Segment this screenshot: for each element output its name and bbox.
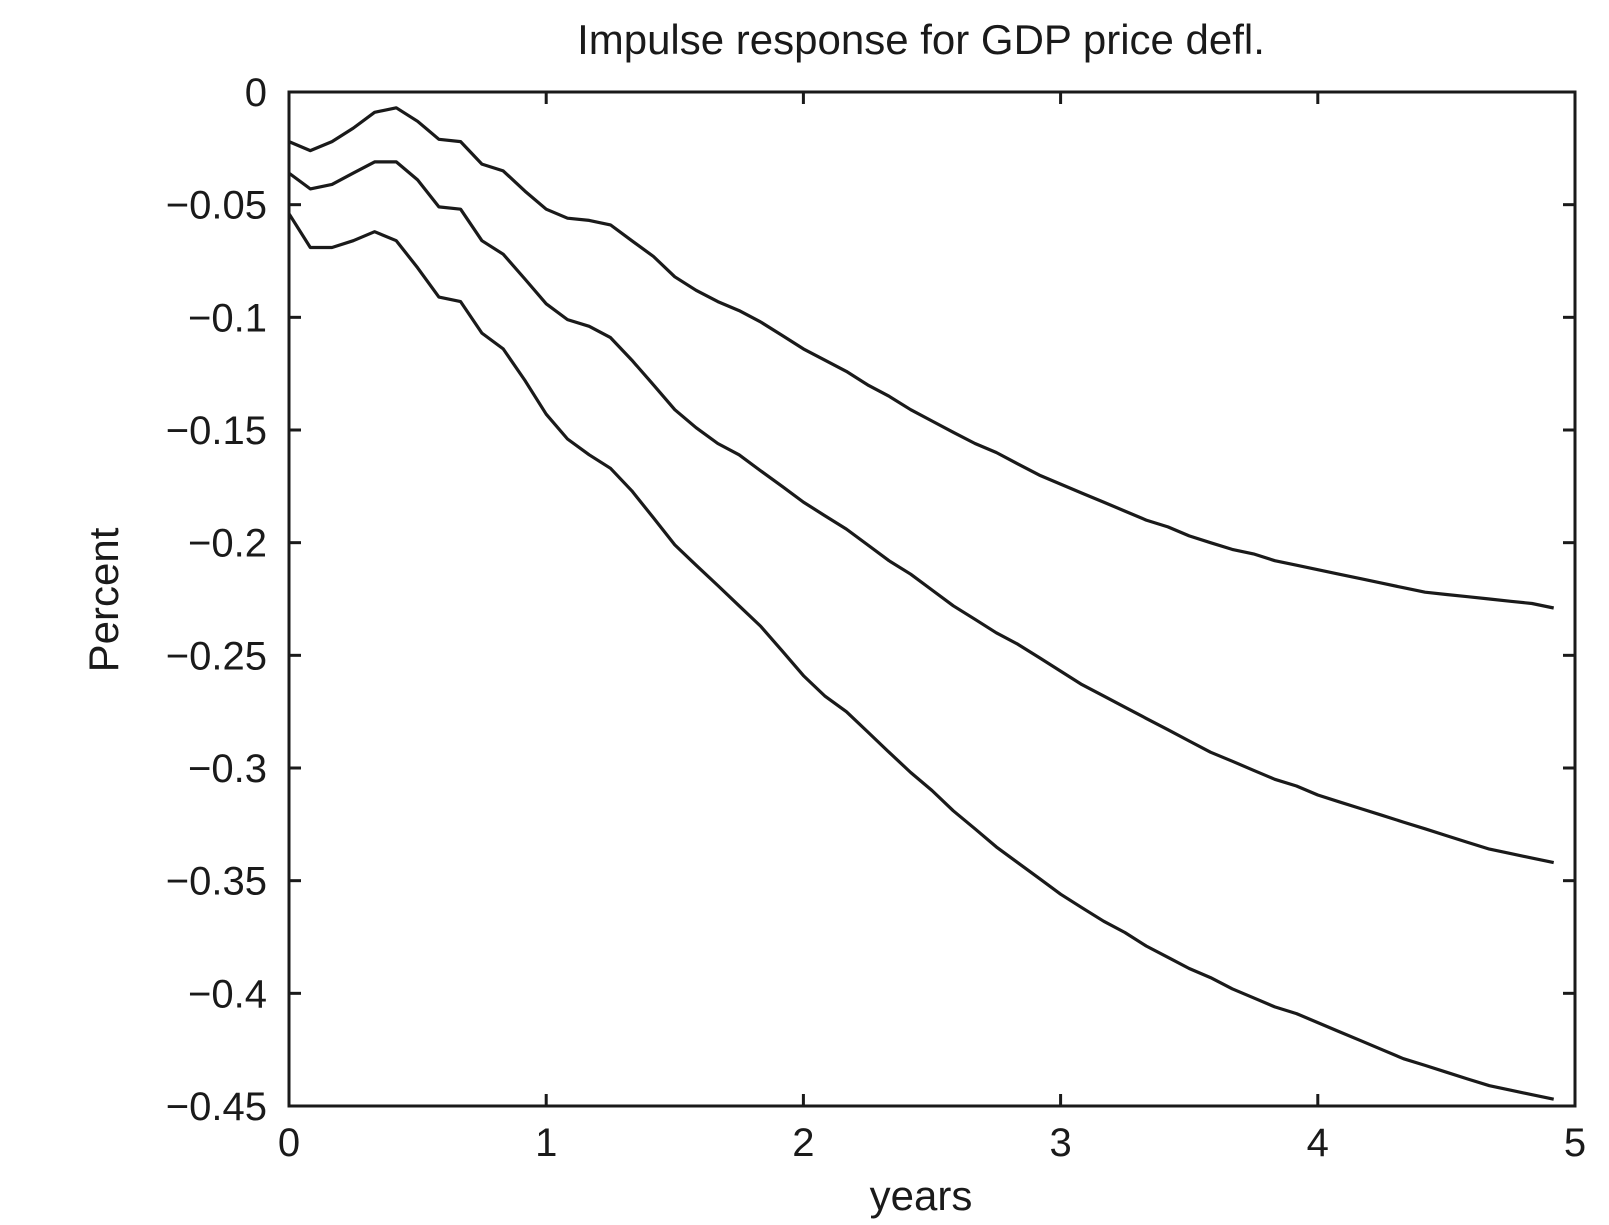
x-tick-label: 5 [1564,1121,1586,1165]
y-tick-label: −0.45 [166,1085,267,1129]
x-tick-label: 0 [278,1121,300,1165]
y-tick-label: −0.4 [188,972,267,1016]
y-tick-label: −0.2 [188,522,267,566]
chart-title: Impulse response for GDP price defl. [577,16,1265,63]
x-axis-label: years [870,1172,973,1219]
y-tick-label: −0.25 [166,634,267,678]
x-tick-label: 2 [792,1121,814,1165]
series-layer [287,106,1555,1101]
series-line-1 [288,106,1555,610]
y-tick-label: −0.3 [188,747,267,791]
x-tick-label: 3 [1049,1121,1071,1165]
plot-frame [287,90,1577,1108]
x-tick-label: 1 [535,1121,557,1165]
y-tick-label: −0.1 [188,296,267,340]
x-tick-label: 4 [1307,1121,1329,1165]
y-tick-label: −0.15 [166,409,267,453]
series-line-2 [288,160,1555,865]
y-tick-label: 0 [245,71,267,115]
tick-layer [287,90,1577,1108]
tick-label-layer: 0 1 2 3 4 5 0 −0.05 −0.1 −0.15 −0.2 −0.25 −0.3 −0.35 −… [166,71,1586,1165]
y-tick-label: −0.05 [166,184,267,228]
series-line-3 [287,212,1555,1101]
y-tick-label: −0.35 [166,860,267,904]
y-axis-label: Percent [80,527,127,672]
